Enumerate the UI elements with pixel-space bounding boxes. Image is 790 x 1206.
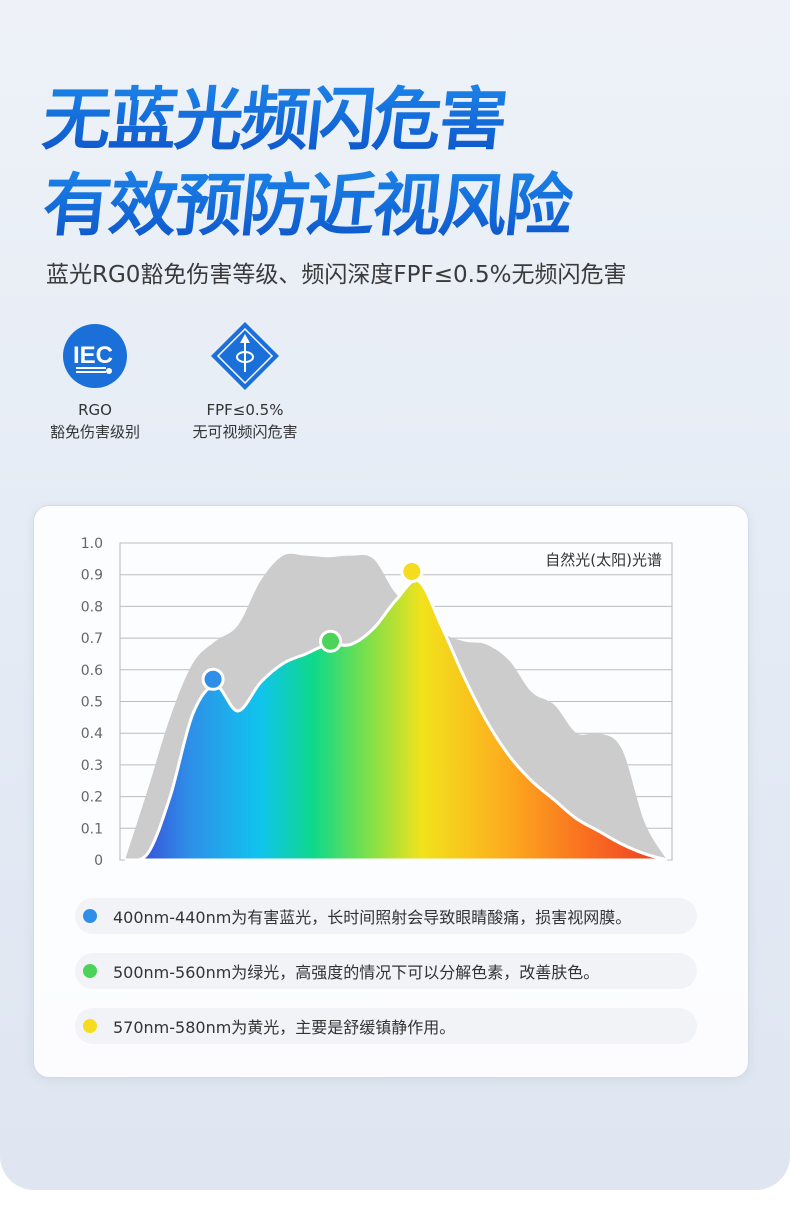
legend-item: 400nm-440nm为有害蓝光，长时间照射会导致眼睛酸痛，损害视网膜。 <box>75 898 697 934</box>
legend-item: 570nm-580nm为黄光，主要是舒缓镇静作用。 <box>75 1008 697 1044</box>
y-tick-label: 0.5 <box>81 695 103 711</box>
y-tick-label: 0.4 <box>81 726 103 742</box>
legend-text: 570nm-580nm为黄光，主要是舒缓镇静作用。 <box>113 1018 456 1037</box>
badge-rgo-line1: RGO <box>78 401 112 419</box>
legend-item: 500nm-560nm为绿光，高强度的情况下可以分解色素，改善肤色。 <box>75 953 697 989</box>
svg-text:IEC: IEC <box>73 342 113 369</box>
y-tick-label: 1.0 <box>81 536 103 552</box>
legend-dot-icon <box>83 964 97 978</box>
y-tick-label: 0.7 <box>81 631 103 647</box>
peak-marker <box>201 667 225 691</box>
peak-marker <box>400 560 424 584</box>
badge-fpf-line2: 无可视频闪危害 <box>192 423 298 441</box>
iec-logo-icon: IEC <box>63 324 127 388</box>
y-tick-label: 0.3 <box>81 758 103 774</box>
y-tick-label: 0.2 <box>81 790 103 806</box>
y-tick-label: 0.1 <box>81 821 103 837</box>
legend-text: 500nm-560nm为绿光，高强度的情况下可以分解色素，改善肤色。 <box>113 963 600 982</box>
y-tick-label: 0 <box>94 853 103 869</box>
peak-marker <box>319 629 343 653</box>
legend-dot-icon <box>83 909 97 923</box>
y-tick-label: 0.8 <box>81 599 103 615</box>
subtitle: 蓝光RG0豁免伤害等级、频闪深度FPF≤0.5%无频闪危害 <box>46 262 627 288</box>
legend-dot-icon <box>83 1019 97 1033</box>
y-tick-label: 0.6 <box>81 663 103 679</box>
badge-fpf: FPF≤0.5% 无可视频闪危害 <box>180 320 310 443</box>
badge-rgo: IEC RGO 豁免伤害级别 <box>50 323 140 443</box>
flicker-diamond-icon <box>211 322 279 390</box>
legend-text: 400nm-440nm为有害蓝光，长时间照射会导致眼睛酸痛，损害视网膜。 <box>113 908 632 927</box>
badge-fpf-line1: FPF≤0.5% <box>206 401 284 419</box>
chart-annotation: 自然光(太阳)光谱 <box>545 551 662 569</box>
badge-rgo-line2: 豁免伤害级别 <box>50 423 141 441</box>
y-tick-label: 0.9 <box>81 568 103 584</box>
